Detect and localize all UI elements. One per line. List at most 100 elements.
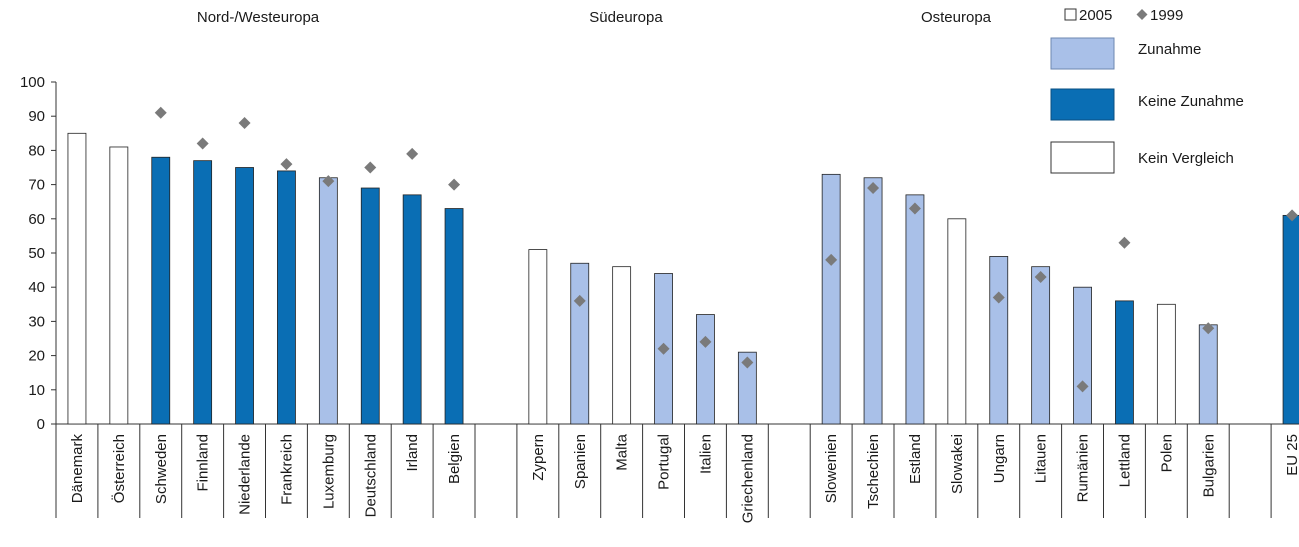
legend-label-increase: Zunahme xyxy=(1138,41,1201,58)
bar-2005 xyxy=(528,249,548,425)
x-tick-label: Niederlande xyxy=(237,434,254,515)
group-label-osteuropa: Osteuropa xyxy=(920,9,992,26)
marker-1999 xyxy=(1034,270,1047,283)
bar-2005 xyxy=(989,256,1009,425)
x-tick-label: Irland xyxy=(404,434,421,472)
y-tick-label: 10 xyxy=(28,382,45,399)
x-tick-label: Zypern xyxy=(530,434,547,481)
group-label-suedeuropa: Südeuropa xyxy=(589,9,663,26)
y-tick-label: 70 xyxy=(28,177,45,194)
marker-1999 xyxy=(908,202,921,215)
bar-2005 xyxy=(109,146,129,425)
marker-1999 xyxy=(573,294,586,307)
marker-1999 xyxy=(1076,380,1089,393)
x-tick-label: Malta xyxy=(614,433,631,470)
y-tick-label: 100 xyxy=(20,74,45,91)
bar-2005 xyxy=(1156,303,1176,425)
y-tick-label: 80 xyxy=(28,142,45,159)
x-tick-label: Polen xyxy=(1158,434,1175,472)
x-tick-label: Italien xyxy=(697,434,714,474)
marker-1999 xyxy=(699,335,712,348)
x-tick-label: Luxemburg xyxy=(320,434,337,509)
legend: 2005 1999 Zunahme Keine Zunahme Kein Ver… xyxy=(1050,7,1244,174)
bar-2005 xyxy=(821,173,841,425)
bar-2005 xyxy=(277,170,296,425)
y-tick-label: 20 xyxy=(28,348,45,365)
legend-swatch-no-increase xyxy=(1050,88,1115,121)
x-tick-label: Spanien xyxy=(572,434,589,489)
x-tick-label: Estland xyxy=(907,434,924,484)
legend-swatch-increase xyxy=(1050,37,1115,70)
x-tick-label: Lettland xyxy=(1116,434,1133,487)
bar-2005 xyxy=(193,160,213,425)
y-tick-label: 90 xyxy=(28,108,45,125)
bar-2005 xyxy=(696,314,715,425)
marker-1999 xyxy=(196,137,209,150)
marker-1999 xyxy=(825,253,838,266)
bar-2005 xyxy=(905,194,925,425)
x-tick-label: Slowakei xyxy=(949,434,966,494)
x-tick-label: EU 25 xyxy=(1284,434,1299,476)
bar-2005 xyxy=(235,167,254,425)
marker-1999 xyxy=(154,106,167,119)
x-tick-label: Dänemark xyxy=(69,434,86,504)
x-tick-label: Tschechien xyxy=(865,434,882,509)
legend-label-2005: 2005 xyxy=(1079,7,1112,24)
bar-2005 xyxy=(1031,266,1051,425)
marker-1999 xyxy=(448,178,461,191)
bar-2005 xyxy=(444,208,464,425)
marker-1999 xyxy=(657,342,670,355)
x-tick-label: Slowenien xyxy=(823,434,840,503)
x-tick-label: Griechenland xyxy=(739,434,756,523)
y-tick-label: 50 xyxy=(28,245,45,262)
x-tick-label: Belgien xyxy=(446,434,463,484)
x-tick-label: Schweden xyxy=(153,434,170,504)
markers-layer xyxy=(154,106,1299,393)
x-tick-label: Finnland xyxy=(195,434,212,492)
x-tick-label: Rumänien xyxy=(1075,434,1092,502)
legend-label-1999: 1999 xyxy=(1150,7,1183,24)
marker-1999 xyxy=(741,356,754,369)
marker-1999 xyxy=(867,182,880,195)
marker-1999 xyxy=(364,161,377,174)
marker-1999 xyxy=(406,147,419,160)
bar-2005 xyxy=(1198,324,1218,425)
legend-diamond-1999-icon xyxy=(1136,9,1148,20)
marker-1999 xyxy=(280,158,293,171)
y-tick-label: 40 xyxy=(28,279,45,296)
x-tick-label: Bulgarien xyxy=(1200,434,1217,497)
bar-2005 xyxy=(1073,286,1092,425)
bar-2005 xyxy=(67,132,87,425)
bar-2005 xyxy=(737,351,757,425)
x-tick-label: Deutschland xyxy=(362,434,379,517)
bar-2005 xyxy=(360,187,380,425)
marker-1999 xyxy=(1286,209,1299,222)
legend-swatch-none xyxy=(1050,141,1115,174)
legend-label-none: Kein Vergleich xyxy=(1138,150,1234,167)
bar-2005 xyxy=(570,262,590,425)
marker-1999 xyxy=(1202,322,1215,335)
bar-2005 xyxy=(1115,300,1134,425)
group-label-nord-westeuropa: Nord-/Westeuropa xyxy=(196,9,320,26)
x-tick-labels: Dänemark Österreich Schweden Finnland Nieder… xyxy=(69,433,1299,523)
x-tick-label: Österreich xyxy=(110,434,128,503)
marker-1999 xyxy=(992,291,1005,304)
x-tick-label: Portugal xyxy=(656,434,673,490)
bar-2005 xyxy=(1282,214,1299,425)
x-tick-label: Litauen xyxy=(1033,434,1050,483)
marker-1999 xyxy=(238,117,251,130)
x-tick-label: Frankreich xyxy=(278,434,295,505)
bar-2005 xyxy=(947,218,967,425)
legend-swatch-2005 xyxy=(1064,8,1077,21)
bars-layer xyxy=(67,132,1299,425)
x-tick-label: Ungarn xyxy=(991,434,1008,483)
bar-2005 xyxy=(318,177,338,425)
bar-2005 xyxy=(612,266,632,425)
bar-2005 xyxy=(151,156,171,425)
legend-label-no-increase: Keine Zunahme xyxy=(1138,93,1244,110)
y-tick-label: 0 xyxy=(37,416,45,433)
axis-layer: 0 10 20 30 40 50 60 70 80 90 100 xyxy=(20,74,1299,518)
marker-1999 xyxy=(1118,236,1131,249)
y-tick-label: 30 xyxy=(28,313,45,330)
